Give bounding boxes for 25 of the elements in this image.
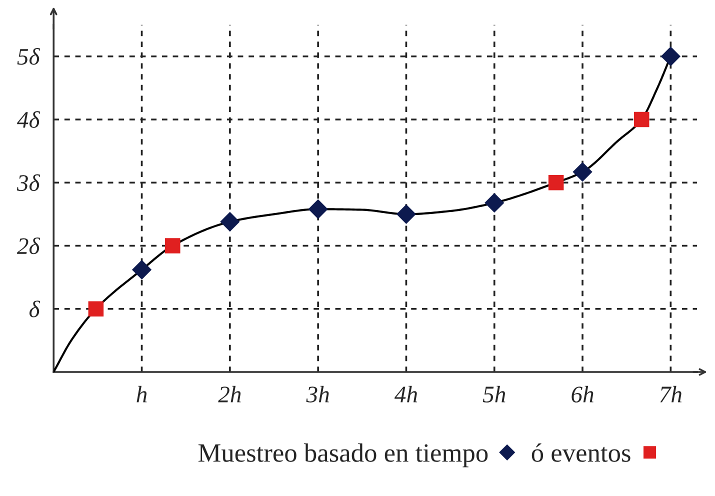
point xyxy=(308,200,328,219)
legend-label: ó eventos xyxy=(532,443,630,462)
x-tick-label: 3h xyxy=(306,386,329,403)
y-tick-label: 4δ xyxy=(17,111,40,128)
point xyxy=(634,112,650,128)
point xyxy=(220,212,240,232)
point xyxy=(164,238,180,254)
point xyxy=(484,193,504,212)
point xyxy=(661,46,680,66)
x-tick-label: h xyxy=(136,386,147,402)
point xyxy=(88,301,104,317)
x-tick-label: 4h xyxy=(394,386,418,402)
x-tick-label: 5h xyxy=(482,386,506,403)
x-tick-label: 7h xyxy=(660,386,682,402)
point xyxy=(548,174,564,190)
point xyxy=(132,260,152,280)
y-tick-label: 5δ xyxy=(17,48,40,65)
point xyxy=(572,162,592,182)
point xyxy=(396,204,416,224)
x-tick-label: 2h xyxy=(218,386,241,402)
legend-label: Muestreo basado en tiempo xyxy=(198,443,488,468)
x-tick-label: 6h xyxy=(572,386,594,403)
y-tick-label: 3δ xyxy=(16,174,40,192)
y-tick-label: 2δ xyxy=(16,237,40,254)
y-tick-label: δ xyxy=(29,300,40,318)
